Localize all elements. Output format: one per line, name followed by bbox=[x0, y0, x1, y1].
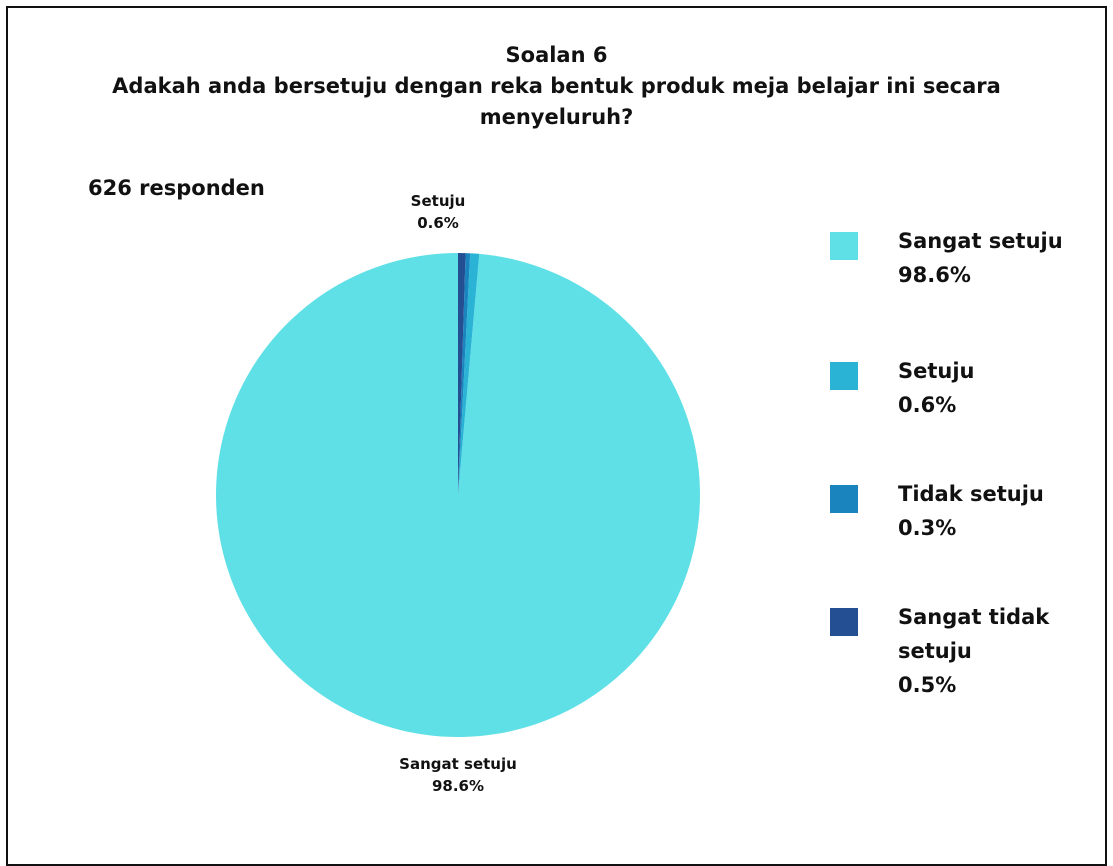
pie-label-sangat-setuju-name: Sangat setuju bbox=[399, 755, 517, 773]
legend-value: 0.3% bbox=[898, 516, 957, 540]
legend-value: 98.6% bbox=[898, 263, 971, 287]
legend-swatch bbox=[830, 485, 858, 513]
pie-slice-sangat-tidak-setuju bbox=[458, 253, 466, 495]
legend-label: Sangat setuju bbox=[898, 229, 1063, 253]
respondent-count: 626 responden bbox=[88, 176, 265, 200]
legend-value: 0.6% bbox=[898, 393, 957, 417]
pie-slice-sangat-setuju bbox=[215, 253, 700, 738]
chart-subtitle: Adakah anda bersetuju dengan reka bentuk… bbox=[112, 74, 1001, 129]
pie-label-setuju-value: 0.6% bbox=[417, 214, 459, 232]
legend-swatch bbox=[830, 608, 858, 636]
pie-label-setuju: Setuju 0.6% bbox=[378, 190, 498, 234]
legend-label: Setuju bbox=[898, 359, 975, 383]
pie-slice-setuju bbox=[458, 253, 480, 495]
chart-title: Soalan 6 bbox=[505, 43, 608, 67]
pie-label-sangat-setuju: Sangat setuju 98.6% bbox=[358, 753, 558, 797]
pie-chart bbox=[215, 253, 700, 738]
legend-swatch bbox=[830, 362, 858, 390]
chart-title-block: Soalan 6 Adakah anda bersetuju dengan re… bbox=[0, 40, 1113, 133]
legend-label: Sangat tidak setuju bbox=[898, 605, 1050, 663]
pie-slice-tidak-setuju bbox=[458, 253, 471, 495]
legend-swatch bbox=[830, 232, 858, 260]
pie-label-setuju-name: Setuju bbox=[410, 192, 466, 210]
legend-value: 0.5% bbox=[898, 673, 957, 697]
legend-label: Tidak setuju bbox=[898, 482, 1044, 506]
pie-label-sangat-setuju-value: 98.6% bbox=[431, 777, 485, 795]
